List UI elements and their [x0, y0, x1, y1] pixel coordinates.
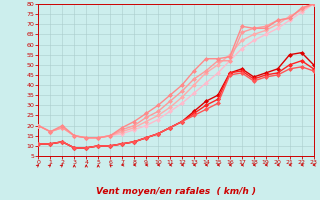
- Text: Vent moyen/en rafales  ( km/h ): Vent moyen/en rafales ( km/h ): [96, 187, 256, 196]
